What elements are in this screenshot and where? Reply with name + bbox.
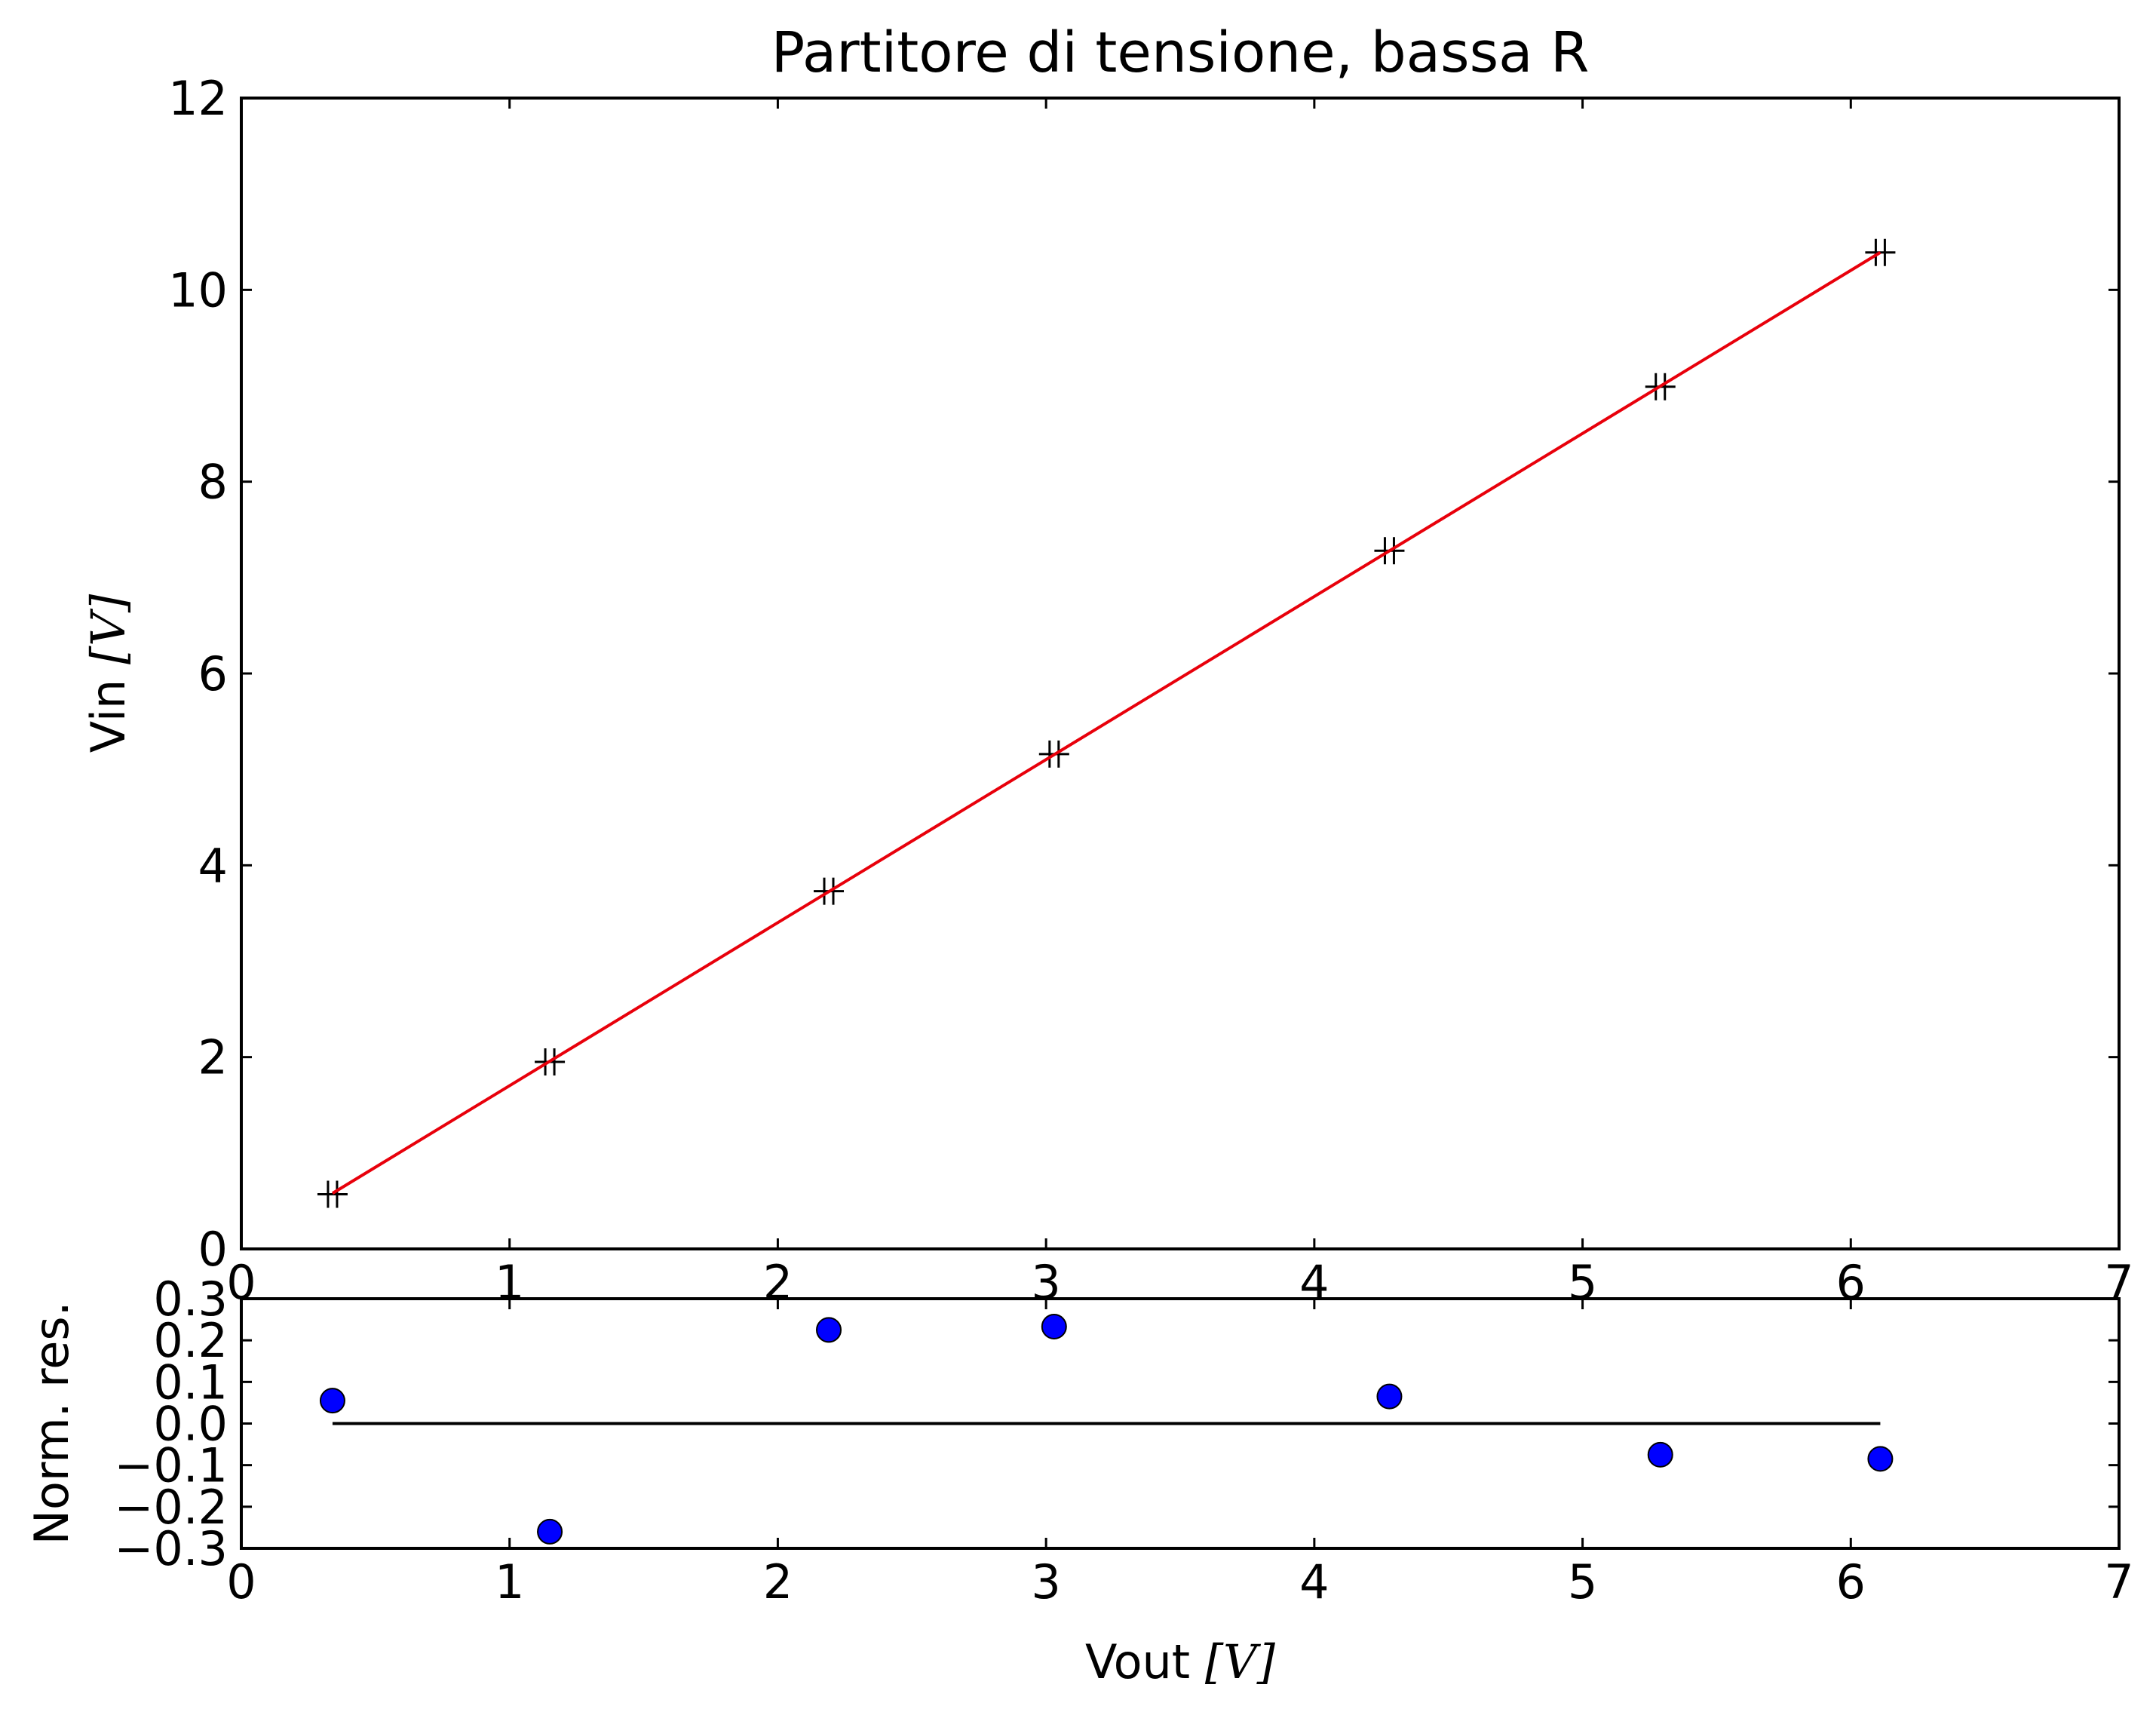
- residual-point: [537, 1518, 563, 1545]
- bottom-y-axis-label: Norm. res.: [24, 1302, 79, 1545]
- x-tick-label: 0: [226, 1554, 256, 1609]
- y-tick-label: 0.3: [153, 1272, 228, 1327]
- bottom-plot-area: [319, 1313, 1894, 1545]
- residual-point: [1376, 1383, 1403, 1410]
- y-tick-label: 10: [168, 262, 228, 318]
- top-axes-frame: [240, 97, 2121, 1250]
- chart-title: Partitore di tensione, bassa R: [771, 20, 1590, 85]
- y-tick-label: 0.2: [153, 1313, 228, 1368]
- residual-point: [1867, 1446, 1894, 1472]
- y-tick-label: −0.2: [114, 1480, 228, 1535]
- y-tick-label: 6: [198, 646, 228, 701]
- x-tick-label: 7: [2104, 1554, 2133, 1609]
- y-tick-label: −0.3: [114, 1521, 228, 1576]
- top-plot-area: [317, 238, 1896, 1208]
- x-tick-label: 4: [1299, 1554, 1329, 1609]
- bottom-x-axis-label: Vout [V]: [1085, 1634, 1276, 1689]
- x-tick-label: 6: [1836, 1554, 1866, 1609]
- top-y-axis-label: Vin [V]: [81, 594, 136, 753]
- y-tick-label: 12: [168, 71, 228, 126]
- residual-point: [1647, 1441, 1673, 1468]
- y-tick-label: 0: [198, 1222, 228, 1277]
- x-tick-label: 1: [495, 1554, 524, 1609]
- x-tick-label: 5: [1568, 1554, 1597, 1609]
- y-tick-label: −0.1: [114, 1438, 228, 1493]
- bottom-ticks: 0 1 2 3 4 5 6 7 0.30.20.10.0−0.1−0.2−0.3: [114, 1272, 2133, 1609]
- bottom-axes-frame: [240, 1297, 2121, 1550]
- y-tick-label: 4: [198, 838, 228, 893]
- y-tick-label: 8: [198, 455, 228, 510]
- data-point: [317, 1180, 348, 1208]
- y-tick-label: 2: [198, 1030, 228, 1085]
- y-tick-label: 0.0: [153, 1397, 228, 1452]
- residual-point: [816, 1317, 842, 1343]
- x-tick-label: 2: [763, 1554, 793, 1609]
- x-tick-label: 3: [1031, 1554, 1060, 1609]
- residual-point: [1041, 1313, 1067, 1339]
- residual-point: [319, 1388, 345, 1414]
- fit-line: [331, 251, 1882, 1195]
- y-tick-label: 0.1: [153, 1355, 228, 1410]
